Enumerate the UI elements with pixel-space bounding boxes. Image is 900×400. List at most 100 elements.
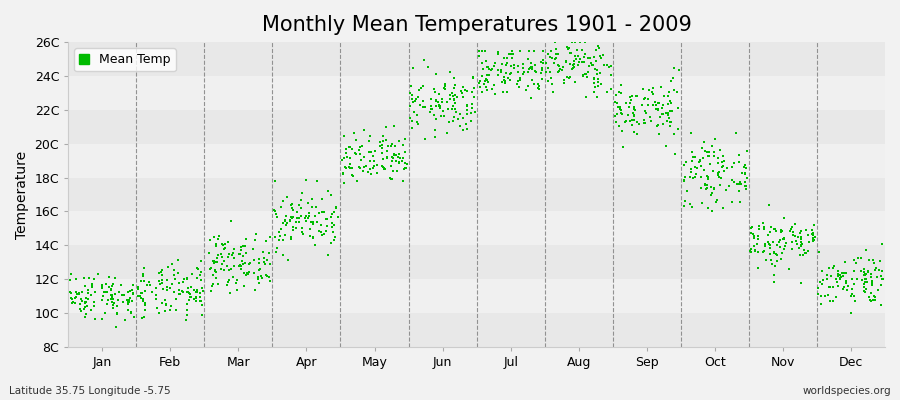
Point <box>678 174 692 180</box>
Point <box>505 55 519 61</box>
Point <box>826 263 841 270</box>
Point <box>106 305 121 311</box>
Point <box>649 106 663 112</box>
Point <box>364 148 379 155</box>
Point <box>561 74 575 80</box>
Point <box>518 87 533 93</box>
Point <box>68 289 83 296</box>
Point <box>429 103 444 110</box>
Point <box>74 296 88 302</box>
Point <box>106 300 121 306</box>
Point <box>874 282 888 288</box>
Point <box>732 188 746 194</box>
Point <box>306 221 320 227</box>
Point <box>579 94 593 100</box>
Point <box>240 271 255 278</box>
Point <box>342 164 356 170</box>
Point <box>613 106 627 112</box>
Point <box>544 75 558 82</box>
Point <box>553 63 567 70</box>
Point <box>805 227 819 234</box>
Point <box>796 247 811 254</box>
Point <box>393 155 408 161</box>
Point <box>580 55 595 61</box>
Point <box>207 234 221 240</box>
Point <box>272 237 286 243</box>
Point <box>328 204 343 211</box>
Point <box>547 39 562 45</box>
Point <box>337 154 351 161</box>
Point <box>434 112 448 119</box>
Point <box>480 76 494 83</box>
Point <box>294 204 309 211</box>
Point <box>638 94 652 101</box>
Point <box>739 165 753 172</box>
Point <box>653 84 668 90</box>
Point <box>392 138 406 144</box>
Point <box>874 302 888 308</box>
Point <box>149 305 164 312</box>
Point <box>315 209 329 215</box>
Point <box>704 184 718 190</box>
Point <box>111 296 125 303</box>
Point <box>698 167 712 173</box>
Point <box>571 53 585 59</box>
Point <box>670 89 684 96</box>
Point <box>215 242 230 248</box>
Point <box>480 87 494 93</box>
Point <box>630 93 644 100</box>
Point <box>740 175 754 181</box>
Point <box>684 130 698 136</box>
Point <box>656 102 670 108</box>
Point <box>138 300 152 306</box>
Point <box>375 141 390 148</box>
Point <box>808 234 823 240</box>
Point <box>432 104 446 111</box>
Point <box>127 314 141 320</box>
Point <box>688 164 703 170</box>
Point <box>614 107 628 113</box>
Point <box>104 292 119 298</box>
Point <box>696 144 710 151</box>
Point <box>260 272 274 279</box>
Point <box>729 129 743 136</box>
Point <box>284 234 298 240</box>
Point <box>292 214 306 221</box>
Point <box>376 165 391 172</box>
Point <box>193 294 207 300</box>
Point <box>350 178 365 184</box>
Point <box>482 66 497 72</box>
Point <box>708 136 723 142</box>
Point <box>313 229 328 235</box>
Point <box>214 261 229 267</box>
Point <box>771 239 786 246</box>
Point <box>447 84 462 91</box>
Point <box>520 82 535 89</box>
Point <box>263 261 277 268</box>
Point <box>700 182 715 188</box>
Point <box>405 92 419 98</box>
Point <box>850 260 864 266</box>
Point <box>155 267 169 274</box>
Point <box>600 62 615 69</box>
Point <box>172 280 186 287</box>
Point <box>454 88 468 95</box>
Point <box>860 268 875 275</box>
Point <box>275 237 290 244</box>
Point <box>238 260 252 267</box>
Point <box>495 79 509 86</box>
Point <box>155 280 169 286</box>
Point <box>110 310 124 316</box>
Point <box>380 148 394 155</box>
Point <box>186 286 201 293</box>
Point <box>464 118 478 125</box>
Point <box>589 58 603 64</box>
Point <box>179 317 194 323</box>
Point <box>310 219 324 226</box>
Point <box>280 220 294 227</box>
Point <box>304 219 319 225</box>
Point <box>208 266 222 273</box>
Point <box>752 223 767 229</box>
Point <box>125 298 140 304</box>
Point <box>532 86 546 92</box>
